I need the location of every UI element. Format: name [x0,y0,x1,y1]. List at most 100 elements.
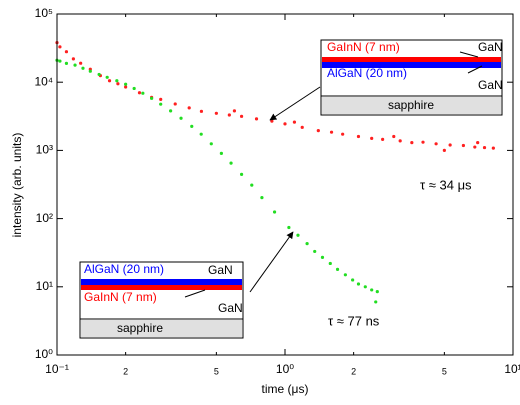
data-point [287,225,291,230]
pointer [467,65,483,74]
substrate-label: sapphire [117,321,163,335]
marks [55,41,495,304]
data-point [254,117,259,121]
pointer [459,51,479,58]
data-point [370,288,374,292]
y-tick-label: 10⁵ [35,6,53,20]
x-tick-label: 5 [442,366,447,376]
data-point [219,151,223,155]
data-point [159,102,163,106]
data-point [374,300,378,304]
annotation: τ ≈ 34 μs [420,177,472,192]
layer-label: GaN [478,40,503,54]
data-point [375,290,379,294]
data-point [105,75,109,79]
data-point [124,85,128,89]
data-point [341,132,345,136]
data-point [363,285,367,289]
x-tick-label: 2 [351,366,356,376]
data-point [239,172,244,176]
data-point [421,140,425,144]
substrate-label: sapphire [388,98,434,112]
data-point [442,148,446,152]
data-point [272,210,277,214]
data-point [199,132,203,136]
layer [322,62,501,68]
data-point [115,79,119,83]
data-point [187,106,191,110]
x-tick-label: 10⁰ [276,362,294,376]
inset: GaInN (7 nm) GaN AlGaN (20 nm) GaN sapph… [320,39,503,116]
layer-label: GaN [218,301,243,315]
data-point [292,120,297,124]
data-point [169,109,173,113]
arrow [249,231,294,293]
data-point [199,109,204,113]
data-point [305,241,309,246]
data-point [173,102,177,106]
substrate-layer [81,320,242,337]
data-point [64,61,69,65]
data-point [179,116,183,120]
y-tick-label: 10¹ [36,279,53,293]
data-point [71,57,75,61]
layer-label: GaInN (7 nm) [84,290,157,304]
data-point [392,134,396,139]
x-tick-label: 5 [214,366,219,376]
data-point [473,145,477,149]
data-point [370,136,374,140]
data-point [141,91,145,95]
data-point [58,59,62,63]
data-point [214,111,218,115]
data-point [116,82,120,86]
data-point [150,96,154,100]
y-tick-label: 10⁰ [35,347,53,361]
data-point [381,137,385,141]
data-point [356,282,361,286]
data-point [320,255,325,259]
y-tick-label: 10⁴ [34,74,53,88]
data-point [410,141,414,145]
data-point [137,91,142,95]
data-point [229,161,233,165]
data-point [296,233,300,237]
data-point [239,114,244,118]
data-point [64,50,69,54]
data-point [316,129,320,133]
layer [322,57,501,62]
data-point [88,69,92,73]
data-point [476,141,480,145]
layer-label: GaN [208,263,233,277]
data-point [159,97,163,101]
layer [81,285,242,290]
layer-label: AlGaN (20 nm) [84,262,164,276]
y-axis-label: intensity (arb. units) [10,133,24,238]
data-point [448,143,452,147]
x-axis-label: time (μs) [262,382,309,396]
data-point [73,63,77,67]
data-point [232,109,237,113]
x-tick-label: 10¹ [504,362,520,376]
data-point [81,66,85,70]
data-point [79,61,83,65]
data-point [328,261,332,266]
inset: AlGaN (20 nm) GaN GaInN (7 nm) GaN sapph… [79,261,244,339]
pointer [184,289,206,298]
y-tick-label: 10² [36,211,53,225]
arrow [269,86,321,121]
data-point [335,267,340,271]
substrate-layer [322,97,501,114]
data-point [398,139,402,143]
x-tick-label: 10⁻¹ [45,362,69,376]
data-point [227,113,231,117]
data-point [434,142,438,146]
data-point [461,143,466,148]
layer-label: GaN [478,78,503,92]
annotation: τ ≈ 77 ns [328,313,380,328]
data-point [132,86,136,91]
layer [81,279,242,285]
data-point [209,142,213,146]
data-point [124,82,128,86]
data-point [190,124,194,128]
